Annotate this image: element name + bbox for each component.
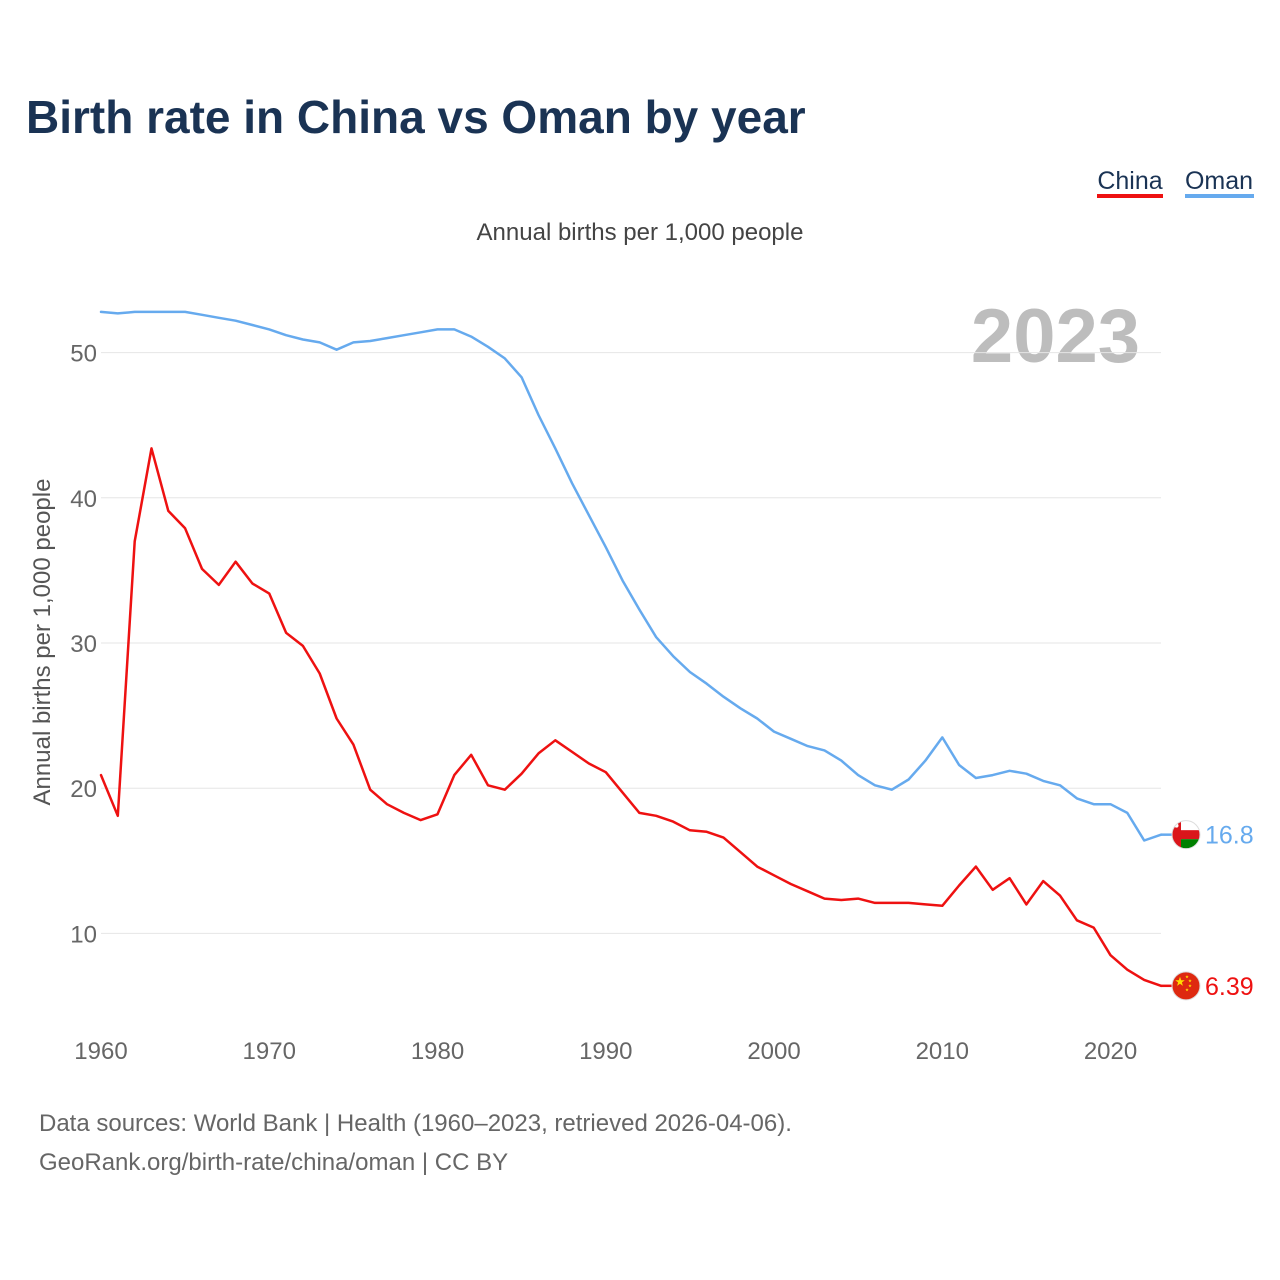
y-axis-ticks: 10 20 30 40 50 — [70, 341, 97, 949]
x-tick-2020: 2020 — [1084, 1038, 1137, 1065]
end-labels: 6.39 16.8 — [1161, 820, 1254, 1001]
y-tick-20: 20 — [70, 776, 97, 803]
y-tick-10: 10 — [70, 921, 97, 948]
y-tick-50: 50 — [70, 341, 97, 368]
year-watermark: 2023 — [971, 294, 1140, 379]
legend-swatch-oman — [1185, 194, 1254, 198]
x-axis-ticks: 1960 1970 1980 1990 2000 2010 2020 — [74, 1038, 1137, 1065]
footer-link[interactable]: GeoRank.org/birth-rate/china/oman | CC B… — [39, 1149, 508, 1176]
footer: Data sources: World Bank | Health (1960–… — [39, 1110, 792, 1176]
x-tick-1970: 1970 — [243, 1038, 296, 1065]
x-tick-1980: 1980 — [411, 1038, 464, 1065]
china-flag-icon — [1171, 971, 1201, 1001]
footer-sources: Data sources: World Bank | Health (1960–… — [39, 1110, 792, 1137]
oman-flag-icon — [1171, 820, 1201, 850]
x-tick-1990: 1990 — [579, 1038, 632, 1065]
end-label-oman: 16.8 — [1205, 822, 1254, 850]
series-lines — [99, 310, 1163, 988]
grid-lines — [101, 352, 1161, 934]
series-line-oman — [99, 310, 1163, 842]
legend-label-oman[interactable]: Oman — [1185, 167, 1253, 195]
chart-subtitle: Annual births per 1,000 people — [477, 219, 804, 246]
series-line-china — [99, 447, 1163, 988]
y-tick-40: 40 — [70, 486, 97, 513]
legend: China Oman — [1097, 167, 1254, 198]
y-tick-30: 30 — [70, 631, 97, 658]
legend-item-oman[interactable]: Oman — [1185, 167, 1254, 198]
legend-swatch-china — [1097, 194, 1163, 198]
legend-label-china[interactable]: China — [1097, 167, 1162, 195]
x-tick-2000: 2000 — [747, 1038, 800, 1065]
x-tick-2010: 2010 — [916, 1038, 969, 1065]
y-axis-label: Annual births per 1,000 people — [29, 479, 56, 806]
x-tick-1960: 1960 — [74, 1038, 127, 1065]
chart-title: Birth rate in China vs Oman by year — [26, 91, 806, 143]
legend-item-china[interactable]: China — [1097, 167, 1163, 198]
end-label-china: 6.39 — [1205, 973, 1254, 1001]
